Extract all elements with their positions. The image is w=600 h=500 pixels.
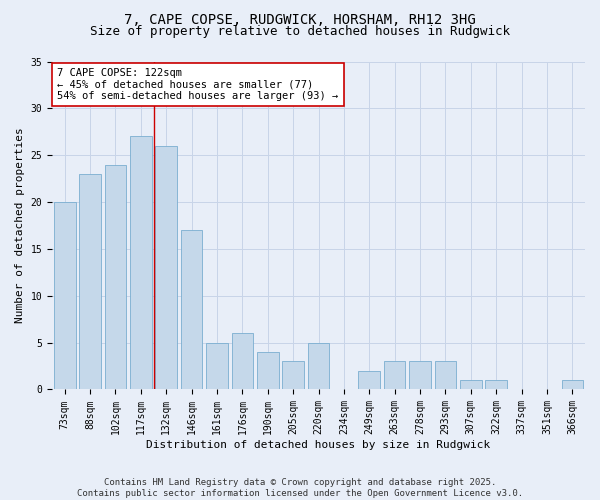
Text: Contains HM Land Registry data © Crown copyright and database right 2025.
Contai: Contains HM Land Registry data © Crown c… bbox=[77, 478, 523, 498]
Bar bbox=[155, 146, 177, 390]
Bar bbox=[434, 362, 456, 390]
Bar bbox=[54, 202, 76, 390]
Bar bbox=[358, 370, 380, 390]
Bar bbox=[130, 136, 152, 390]
Bar bbox=[384, 362, 406, 390]
Text: Size of property relative to detached houses in Rudgwick: Size of property relative to detached ho… bbox=[90, 25, 510, 38]
Text: 7, CAPE COPSE, RUDGWICK, HORSHAM, RH12 3HG: 7, CAPE COPSE, RUDGWICK, HORSHAM, RH12 3… bbox=[124, 12, 476, 26]
Bar bbox=[460, 380, 482, 390]
Bar bbox=[409, 362, 431, 390]
Text: 7 CAPE COPSE: 122sqm
← 45% of detached houses are smaller (77)
54% of semi-detac: 7 CAPE COPSE: 122sqm ← 45% of detached h… bbox=[58, 68, 338, 102]
Bar bbox=[562, 380, 583, 390]
Bar bbox=[104, 164, 126, 390]
Bar bbox=[206, 342, 228, 390]
Bar bbox=[308, 342, 329, 390]
X-axis label: Distribution of detached houses by size in Rudgwick: Distribution of detached houses by size … bbox=[146, 440, 491, 450]
Bar bbox=[257, 352, 278, 390]
Bar bbox=[485, 380, 507, 390]
Bar bbox=[232, 333, 253, 390]
Bar bbox=[181, 230, 202, 390]
Y-axis label: Number of detached properties: Number of detached properties bbox=[15, 128, 25, 324]
Bar bbox=[79, 174, 101, 390]
Bar bbox=[283, 362, 304, 390]
